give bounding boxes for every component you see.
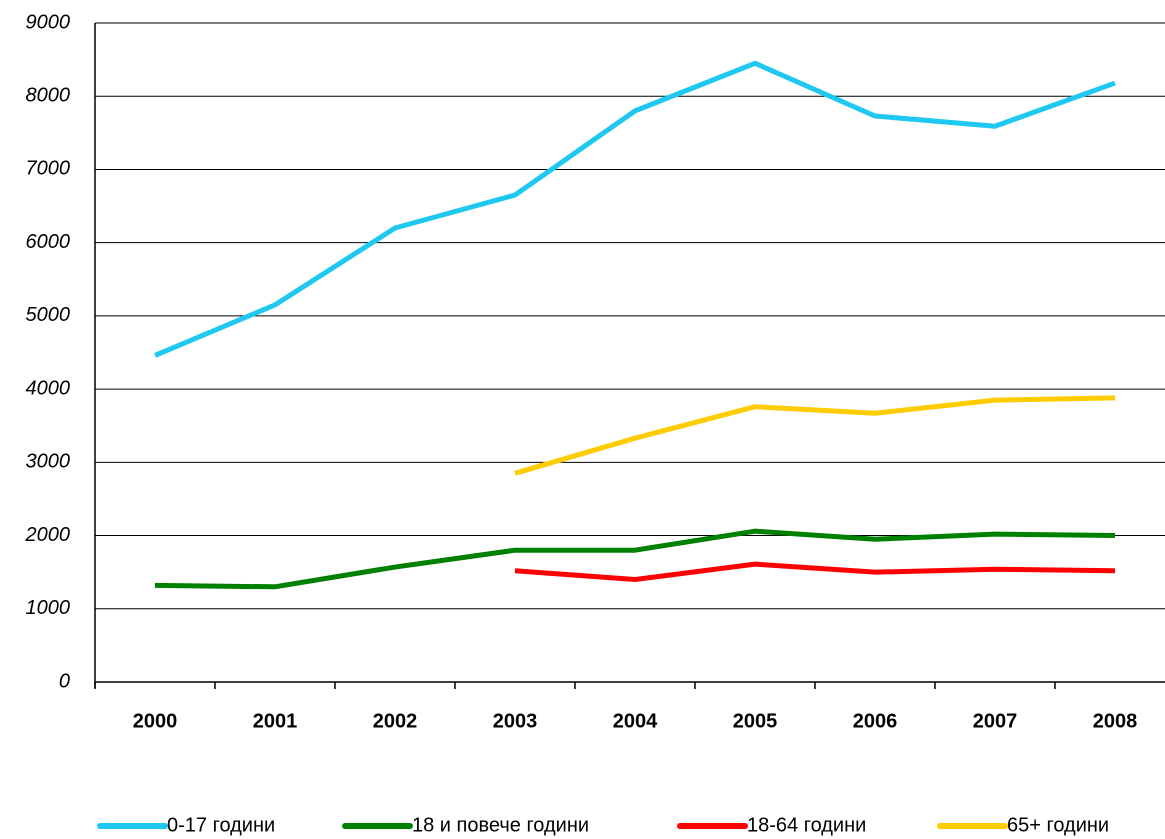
y-tick-label: 1000 (26, 597, 71, 619)
series-line (154, 60, 1116, 358)
y-tick-label: 0 (59, 670, 70, 692)
x-tick-label: 2006 (853, 710, 898, 732)
x-tick-label: 2007 (973, 710, 1018, 732)
series-line (514, 561, 1116, 582)
series-line (514, 395, 1116, 476)
legend-label: 18 и повече години (412, 814, 589, 836)
y-tick-label: 8000 (26, 85, 71, 107)
legend-label: 0-17 години (167, 814, 275, 836)
x-tick-label: 2004 (613, 710, 658, 732)
x-tick-label: 2001 (253, 710, 298, 732)
legend-label: 65+ години (1007, 814, 1109, 836)
x-tick-label: 2000 (133, 710, 178, 732)
legend-label: 18-64 години (747, 814, 866, 836)
x-tick-label: 2003 (493, 710, 538, 732)
y-tick-label: 3000 (26, 451, 71, 473)
x-tick-label: 2005 (733, 710, 778, 732)
y-tick-label: 6000 (26, 231, 71, 253)
y-tick-label: 7000 (26, 158, 71, 180)
series-line (154, 528, 1116, 590)
y-tick-label: 5000 (26, 304, 71, 326)
y-tick-label: 2000 (25, 524, 71, 546)
y-tick-label: 4000 (26, 377, 71, 399)
x-tick-label: 2008 (1093, 710, 1138, 732)
y-tick-label: 9000 (26, 11, 71, 33)
x-tick-label: 2002 (373, 710, 418, 732)
